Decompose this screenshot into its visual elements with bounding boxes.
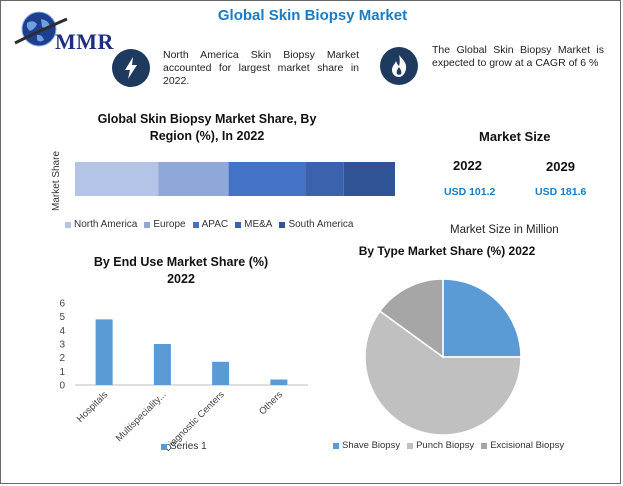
type-legend-swatch [333,442,339,449]
type-legend-item: Shave Biopsy [333,440,400,451]
region-chart: Market Share [51,151,395,211]
flame-icon [380,47,418,85]
region-segment-me-a [305,162,344,196]
region-legend-swatch [192,221,199,228]
globe-logo-icon [14,11,68,47]
end-use-x-label: Multispeciality... [114,389,169,444]
end-use-y-tick: 4 [59,326,65,337]
region-y-axis-label: Market Share [51,151,62,211]
end-use-legend-label: Series 1 [170,441,207,452]
region-legend-label: North America [74,219,138,230]
end-use-chart-title: By End Use Market Share (%) 2022 [93,255,269,286]
end-use-bar [153,344,171,385]
region-stacked-bar [75,162,395,196]
region-segment-south-america [343,162,395,196]
region-legend-label: South America [288,219,354,230]
end-use-y-tick: 3 [59,340,65,351]
region-legend-item: South America [279,219,354,230]
end-use-bar [270,379,288,385]
type-legend-label: Punch Biopsy [416,440,475,451]
region-legend: North America Europe APAC ME&A South America [65,219,361,230]
region-chart-title: Global Skin Biopsy Market Share, By Regi… [97,112,317,143]
region-legend-item: APAC [192,219,229,230]
lightning-icon [112,49,150,87]
end-use-y-tick: 2 [59,353,65,364]
type-legend-item: Punch Biopsy [407,440,474,451]
end-use-y-tick: 1 [59,367,65,378]
type-pie-chart [364,278,522,435]
region-legend-swatch [144,221,151,228]
region-legend-swatch [235,221,242,228]
end-use-axis: 0 1 2 3 4 5 6 [59,299,308,392]
pie-slices [364,278,522,435]
region-legend-item: North America [65,219,137,230]
type-legend-label: Excisional Biopsy [490,440,565,451]
end-use-bar [95,319,113,385]
end-use-legend: Series 1 [161,441,207,452]
region-legend-label: Europe [153,219,186,230]
pie-slice-shave-biopsy [442,278,522,358]
end-use-x-label: Hospitals [75,389,111,425]
type-legend-swatch [481,442,488,449]
market-size-year-2022: 2022 [453,158,482,173]
pie-slice-excisional-biopsy [378,278,444,359]
end-use-y-tick: 5 [59,312,65,323]
region-segment-apac [228,162,306,196]
type-legend-item: Excisional Biopsy [481,440,564,451]
region-legend-item: Europe [144,219,186,230]
type-chart-title: By Type Market Share (%) 2022 [358,244,536,258]
market-size-value-2022: USD 101.2 [444,186,496,198]
market-size-title: Market Size [479,129,551,144]
market-size-year-2029: 2029 [546,159,575,174]
type-legend-label: Shave Biopsy [342,440,401,451]
end-use-bars [95,319,288,385]
region-segment-north-america [75,162,159,196]
region-legend-item: ME&A [235,219,272,230]
region-legend-swatch [65,221,71,228]
end-use-y-tick: 6 [59,299,65,310]
end-use-x-label: Others [257,389,285,417]
page-title: Global Skin Biopsy Market [217,7,408,24]
end-use-bar [212,361,230,385]
end-use-y-tick: 0 [59,381,65,392]
pie-slice-punch-biopsy [364,310,522,435]
region-legend-label: APAC [201,219,229,230]
type-legend-swatch [407,442,414,449]
type-legend: Shave Biopsy Punch Biopsy Excisional Biops… [333,440,571,451]
logo-text: MMR [55,29,114,54]
region-legend-label: ME&A [244,219,273,230]
info-text-right: The Global Skin Biopsy Market is expecte… [432,44,604,69]
region-legend-swatch [279,221,286,228]
market-size-caption: Market Size in Million [450,224,559,236]
region-segment-europe [158,162,229,196]
info-text-left: North America Skin Biopsy Market account… [163,49,359,87]
market-size-value-2029: USD 181.6 [535,186,587,198]
end-use-legend-swatch [161,443,167,450]
